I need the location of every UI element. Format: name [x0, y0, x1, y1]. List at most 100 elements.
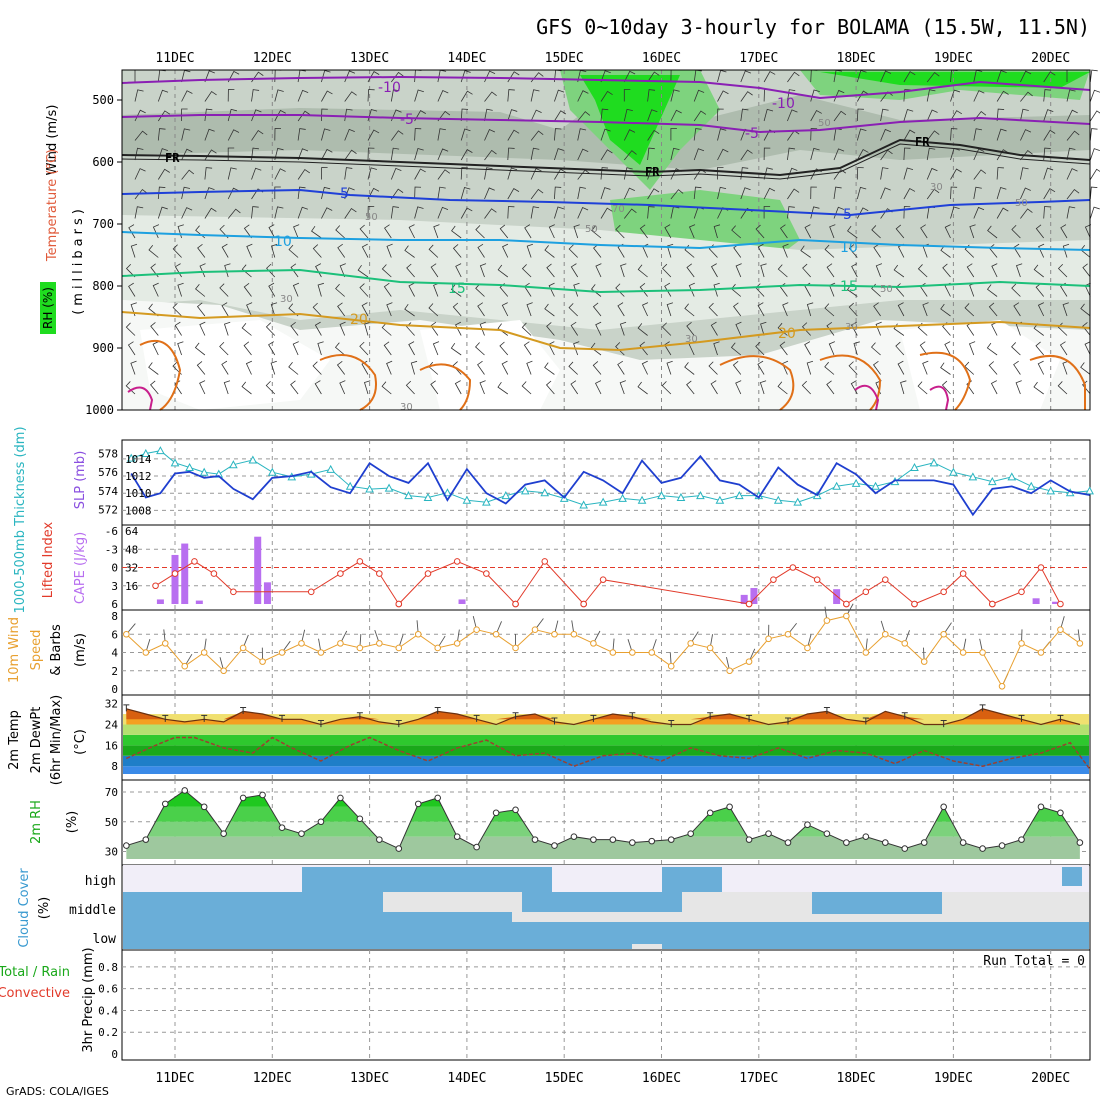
date-tick-bottom: 12DEC — [253, 1071, 292, 1086]
label-wind-a: 10m Wind — [7, 617, 22, 683]
upper-wind-barb — [875, 263, 883, 278]
upper-wind-barb — [757, 302, 765, 317]
upper-wind-barb — [757, 243, 765, 258]
upper-wind-barb — [452, 244, 462, 258]
upper-wind-barb — [390, 89, 400, 102]
upper-wind-barb — [545, 380, 555, 395]
contour-label-10-b: 10 — [840, 240, 858, 256]
upper-wind-barb — [130, 243, 138, 258]
thickness-point — [696, 491, 705, 500]
upper-wind-barb — [359, 224, 369, 239]
upper-wind-barb — [292, 282, 300, 297]
cloud-high-fill — [662, 867, 722, 892]
upper-wind-barb — [713, 282, 720, 297]
upper-wind-barb — [1043, 109, 1054, 122]
upper-ytick-label: 900 — [92, 341, 114, 355]
upper-wind-barb — [479, 321, 486, 336]
upper-wind-barb — [740, 70, 752, 83]
upper-wind-barb — [568, 244, 578, 258]
thickness-point — [501, 491, 511, 500]
upper-wind-barb — [856, 128, 867, 141]
li-point — [152, 582, 159, 590]
upper-wind-barb — [148, 245, 159, 258]
upper-wind-barb — [530, 168, 542, 180]
upper-wind-barb — [1057, 381, 1068, 395]
upper-wind-barb — [460, 149, 473, 161]
thickness-point — [910, 462, 919, 472]
upper-wind-barb — [577, 148, 589, 161]
upper-wind-barb — [661, 263, 672, 278]
contour-label-15-b: 15 — [840, 279, 858, 295]
upper-wind-barb — [944, 341, 951, 356]
upper-wind-barb — [950, 89, 961, 102]
upper-wind-barb — [595, 321, 602, 336]
rh-label-50-c: 50 — [1015, 198, 1028, 209]
contour-label-minus10: -10 — [378, 80, 401, 96]
upper-wind-barb — [548, 282, 555, 297]
upper-wind-barb — [390, 188, 404, 200]
upper-wind-barb — [801, 322, 811, 336]
rh-point — [648, 837, 656, 845]
upper-wind-barb — [339, 321, 346, 336]
upper-wind-barb — [554, 148, 564, 161]
upper-wind-barb — [693, 128, 702, 141]
thickness-point — [462, 495, 472, 504]
label-millibars: (millibars) — [71, 205, 86, 315]
upper-wind-barb — [940, 303, 951, 317]
upper-wind-barb — [684, 303, 695, 317]
temp-minmax-bar — [279, 714, 286, 722]
upper-wind-barb — [428, 303, 439, 317]
upper-wind-barb — [903, 187, 916, 200]
thickness-point — [715, 495, 725, 504]
label-precip-b: Convective — [0, 986, 70, 1001]
label-temp-a: 2m Temp — [7, 710, 22, 770]
upper-wind-barb — [850, 380, 858, 395]
li-point — [813, 576, 821, 583]
upper-wind-barb — [990, 380, 998, 395]
upper-wind-barb — [872, 360, 881, 375]
upper-wind-barb — [243, 224, 252, 239]
upper-wind-barb — [484, 91, 497, 102]
upper-wind-barb — [433, 224, 440, 239]
upper-wind-barb — [293, 224, 300, 239]
thickness-point — [365, 484, 374, 493]
upper-wind-barb — [964, 303, 975, 317]
li-point — [1057, 600, 1064, 608]
upper-wind-barb — [437, 169, 451, 180]
upper-wind-barb — [969, 224, 976, 239]
thickness-point — [170, 458, 180, 467]
upper-wind-barb — [381, 264, 392, 278]
upper-wind-barb — [730, 342, 742, 356]
upper-wind-barb — [759, 380, 767, 395]
label-wind: Wind (m/s) — [45, 105, 60, 176]
upper-wind-barb — [181, 207, 193, 219]
thickness-point — [404, 491, 413, 500]
wind-speed-point — [881, 630, 889, 638]
cape-bar — [740, 594, 748, 604]
upper-wind-barb — [404, 245, 415, 258]
upper-wind-barb — [484, 208, 497, 219]
upper-wind-barb — [880, 187, 891, 200]
upper-wind-barb — [367, 206, 375, 219]
thickness-point — [871, 481, 880, 490]
upper-wind-barb — [856, 167, 864, 180]
upper-wind-barb — [684, 362, 695, 375]
upper-wind-barb — [871, 225, 881, 239]
upper-wind-barb — [1043, 188, 1056, 200]
label-wind-units: (m/s) — [73, 633, 88, 667]
temp-minmax-bar — [1057, 714, 1064, 722]
upper-wind-barb — [787, 71, 800, 83]
upper-wind-barb — [708, 302, 718, 317]
wind-speed-point — [667, 662, 675, 670]
cloud-low-fill — [123, 922, 1089, 949]
upper-wind-barb — [530, 109, 542, 122]
upper-wind-barb — [1082, 322, 1091, 336]
upper-wind-barb — [833, 148, 845, 161]
thickness-point — [676, 492, 686, 501]
upper-wind-barb — [666, 302, 674, 317]
rh-point — [1076, 839, 1084, 846]
temp-minmax-bar — [123, 704, 130, 712]
thickness-point — [987, 477, 997, 486]
upper-wind-barb — [406, 322, 415, 336]
upper-wind-barb — [713, 224, 721, 239]
